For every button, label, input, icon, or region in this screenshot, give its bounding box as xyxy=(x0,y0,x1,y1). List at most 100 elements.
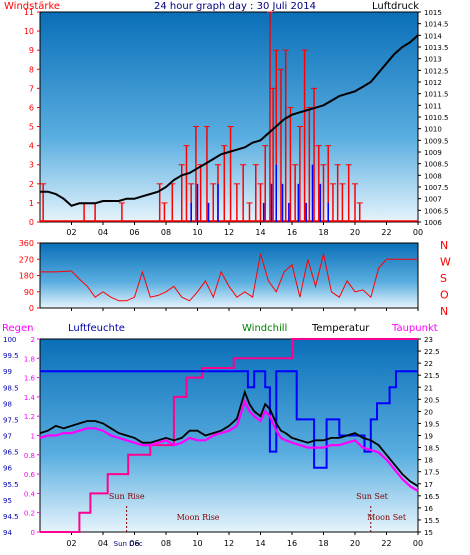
pressure-axis-title: Luftdruck xyxy=(372,1,419,12)
temp-tick-label: 22.5 xyxy=(424,348,440,356)
rain-tick-label: 1 xyxy=(31,433,35,441)
x-tick-label-bottom: 20 xyxy=(350,539,360,548)
legend-label: Temperatur xyxy=(311,323,370,334)
pressure-line xyxy=(40,34,419,207)
rain-tick-label: 1.8 xyxy=(24,355,35,363)
direction-tick-label: 360 xyxy=(19,239,34,248)
rain-tick-label: 1.6 xyxy=(24,375,36,383)
temp-tick-label: 21.5 xyxy=(424,372,440,380)
humidity-tick-label: 100 xyxy=(3,336,16,344)
x-tick-label-bottom: 02 xyxy=(66,539,76,548)
rain-tick-label: 1.2 xyxy=(24,413,35,421)
x-tick-label: 06 xyxy=(129,228,139,237)
pressure-tick-label: 1006 xyxy=(424,219,442,227)
temp-tick-label: 19 xyxy=(424,433,433,441)
humidity-tick-label: 94 xyxy=(3,529,12,537)
temp-tick-label: 20 xyxy=(424,408,433,416)
wind-tick-label: 4 xyxy=(29,142,34,151)
x-tick-label-bottom: 16 xyxy=(287,539,297,548)
x-tick-label-bottom: 14 xyxy=(255,539,265,548)
x-tick-label: 00 xyxy=(413,228,423,237)
humidity-tick-label: 99.5 xyxy=(3,352,19,360)
humidity-tick-label: 98 xyxy=(3,400,12,408)
temp-tick-label: 19.5 xyxy=(424,420,440,428)
rain-line xyxy=(40,338,418,533)
pressure-tick-label: 1006.5 xyxy=(424,207,449,215)
wind-tick-label: 1 xyxy=(29,199,34,208)
wind-axis-title: Windstärke xyxy=(4,1,60,12)
pressure-tick-label: 1013.5 xyxy=(424,44,449,52)
pressure-tick-label: 1008 xyxy=(424,172,442,180)
rain-tick-label: 0.4 xyxy=(24,490,36,498)
humidity-tick-label: 96 xyxy=(3,465,12,473)
temp-tick-label: 21 xyxy=(424,384,433,392)
pressure-tick-label: 1015 xyxy=(424,9,442,17)
humidity-tick-label: 99 xyxy=(3,368,12,376)
direction-tick-label: 180 xyxy=(19,272,34,281)
x-tick-label-bottom: 22 xyxy=(381,539,391,548)
compass-letter: N xyxy=(440,239,448,252)
pressure-tick-label: 1012 xyxy=(424,79,442,87)
legend-label: Regen xyxy=(2,323,34,334)
humidity-tick-label: 96.5 xyxy=(3,449,19,457)
humidity-tick-label: 97 xyxy=(3,433,12,441)
x-tick-label: 08 xyxy=(161,228,171,237)
pressure-tick-label: 1013 xyxy=(424,56,442,64)
humidity-tick-label: 95.5 xyxy=(3,481,19,489)
pressure-tick-label: 1007 xyxy=(424,196,442,204)
sun-rise-label: Sun Rise xyxy=(109,492,145,501)
humidity-tick-label: 98.5 xyxy=(3,384,19,392)
dewpoint-line xyxy=(39,398,419,492)
humidity-tick-label: 95 xyxy=(3,497,12,505)
temp-tick-label: 15.5 xyxy=(424,517,440,525)
rain-tick-label: 2 xyxy=(31,336,35,344)
temp-tick-label: 16.5 xyxy=(424,493,440,501)
x-tick-label: 02 xyxy=(66,228,76,237)
pressure-tick-label: 1008.5 xyxy=(424,161,449,169)
pressure-tick-label: 1014.5 xyxy=(424,21,449,29)
direction-tick-label: 90 xyxy=(24,288,34,297)
moon-rise-label: Moon Rise xyxy=(177,513,220,522)
x-tick-label: 20 xyxy=(350,228,360,237)
rain-tick-label: 0.6 xyxy=(24,471,36,479)
humidity-tick-label: 97.5 xyxy=(3,416,19,424)
x-tick-label-bottom: 00 xyxy=(413,539,423,548)
pressure-tick-label: 1009.5 xyxy=(424,137,449,145)
rain-tick-label: 0 xyxy=(31,529,35,537)
temp-tick-label: 18 xyxy=(424,457,433,465)
legend-label: Luftfeuchte xyxy=(68,323,125,334)
wind-tick-label: 2 xyxy=(29,180,34,189)
pressure-tick-label: 1011.5 xyxy=(424,91,449,99)
moon-set-label: Moon Set xyxy=(367,513,407,522)
temp-tick-label: 16 xyxy=(424,505,433,513)
temp-tick-label: 17 xyxy=(424,481,433,489)
wind-panel-bg xyxy=(39,11,419,223)
temp-tick-label: 23 xyxy=(424,336,433,344)
wind-tick-label: 5 xyxy=(29,123,34,132)
temp-tick-label: 20.5 xyxy=(424,396,440,404)
direction-tick-label: 0 xyxy=(29,304,34,313)
humidity-tick-label: 94.5 xyxy=(3,513,19,521)
temperature-line xyxy=(39,389,419,487)
x-tick-label-bottom: 10 xyxy=(192,539,202,548)
legend-label: Windchill xyxy=(242,323,287,334)
compass-letter: W xyxy=(440,256,451,269)
x-tick-label-bottom: 12 xyxy=(224,539,234,548)
rain-tick-label: 1.4 xyxy=(24,394,36,402)
x-tick-label-bottom: 08 xyxy=(161,539,171,548)
x-tick-label: 18 xyxy=(318,228,328,237)
temp-tick-label: 22 xyxy=(424,360,433,368)
x-tick-label: 12 xyxy=(224,228,234,237)
pressure-tick-label: 1010 xyxy=(424,126,442,134)
sun-dec-label: Sun Dec xyxy=(114,540,143,548)
direction-panel-bg xyxy=(39,242,419,309)
x-tick-label-bottom: 04 xyxy=(98,539,108,548)
x-tick-label: 14 xyxy=(255,228,265,237)
wind-tick-label: 0 xyxy=(29,218,34,227)
wind-tick-label: 9 xyxy=(29,46,34,55)
humidity-line xyxy=(40,370,418,469)
pressure-tick-label: 1011 xyxy=(424,102,442,110)
pressure-tick-label: 1009 xyxy=(424,149,442,157)
x-tick-label: 16 xyxy=(287,228,297,237)
